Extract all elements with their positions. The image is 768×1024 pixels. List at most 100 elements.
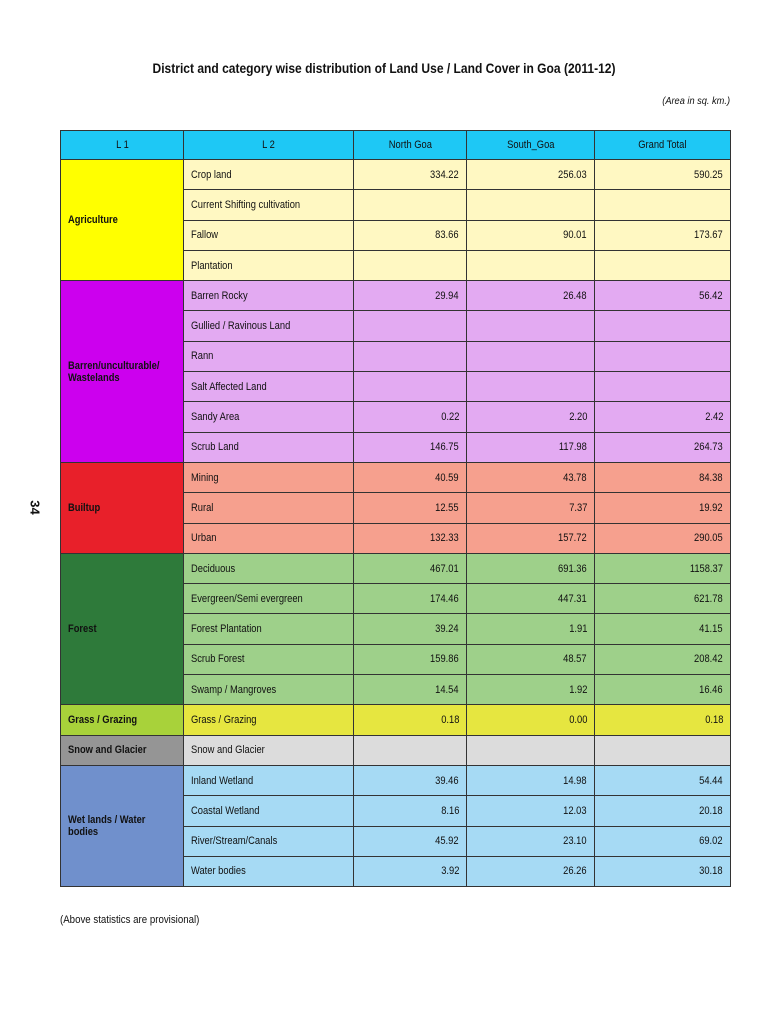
north-goa-cell: 14.54 — [353, 674, 467, 706]
l2-subcategory-cell: Scrub Land — [183, 431, 354, 463]
grand-total-cell: 208.42 — [594, 643, 731, 676]
south-goa-cell — [466, 734, 595, 766]
south-goa-cell: 256.03 — [466, 158, 595, 191]
table-row: Urban 132.33 157.72 290.05 — [61, 522, 731, 554]
l1-category-cell: Wet lands / Water bodies — [60, 764, 184, 888]
l2-subcategory-cell: Urban — [183, 522, 354, 554]
grand-total-cell: 590.25 — [594, 158, 731, 191]
table-row: Scrub Forest 159.86 48.57 208.42 — [61, 643, 731, 676]
l2-subcategory-cell: Coastal Wetland — [183, 795, 354, 827]
south-goa-cell: 43.78 — [466, 461, 595, 494]
grand-total-cell — [594, 249, 731, 282]
l2-subcategory-cell: Deciduous — [183, 552, 354, 585]
grand-total-cell: 30.18 — [594, 855, 731, 888]
table-row: Scrub Land 146.75 117.98 264.73 — [61, 431, 731, 463]
grand-total-cell: 69.02 — [594, 825, 731, 857]
l1-category-cell: Barren/unculturable/ Wastelands — [60, 280, 184, 463]
page-number: 34 — [27, 500, 43, 515]
l2-subcategory-cell: Barren Rocky — [183, 280, 354, 312]
grand-total-cell: 16.46 — [594, 674, 731, 706]
north-goa-cell — [353, 371, 467, 403]
grand-total-cell: 19.92 — [594, 492, 731, 524]
table-row: Agriculture Crop land 334.22 256.03 590.25 — [60, 158, 731, 282]
l2-subcategory-cell: Forest Plantation — [183, 613, 354, 645]
l2-subcategory-cell: Rann — [183, 340, 354, 373]
page-title: District and category wise distribution … — [152, 60, 616, 76]
l2-subcategory-cell: Plantation — [183, 249, 354, 282]
north-goa-cell — [353, 340, 467, 373]
grand-total-cell: 20.18 — [594, 795, 731, 827]
table-row: Fallow 83.66 90.01 173.67 — [61, 219, 731, 251]
north-goa-cell — [353, 734, 467, 766]
l1-category-cell: Snow and Glacier — [60, 734, 184, 766]
table-row: River/Stream/Canals 45.92 23.10 69.02 — [61, 825, 731, 857]
north-goa-cell: 39.24 — [353, 613, 467, 645]
south-goa-cell: 14.98 — [466, 764, 595, 797]
table-row: Current Shifting cultivation — [61, 189, 731, 221]
north-goa-cell — [353, 310, 467, 342]
grand-total-cell: 173.67 — [594, 219, 731, 251]
south-goa-cell: 157.72 — [466, 522, 595, 554]
south-goa-cell — [466, 371, 595, 403]
grand-total-cell: 0.18 — [594, 704, 731, 736]
table-row: Water bodies 3.92 26.26 30.18 — [61, 855, 731, 888]
table-row: Evergreen/Semi evergreen 174.46 447.31 621.… — [61, 583, 731, 615]
l2-subcategory-cell: Inland Wetland — [183, 764, 354, 797]
grand-total-cell: 2.42 — [594, 401, 731, 433]
column-header-l2: L 2 — [183, 130, 354, 160]
table-row: Salt Affected Land — [61, 371, 731, 403]
table-row: Grass / Grazing Grass / Grazing 0.18 0.00 0.… — [60, 704, 731, 736]
north-goa-cell: 12.55 — [353, 492, 467, 524]
south-goa-cell: 90.01 — [466, 219, 595, 251]
l2-subcategory-cell: Salt Affected Land — [183, 371, 354, 403]
l2-subcategory-cell: Snow and Glacier — [183, 734, 354, 766]
table-row: Rann — [61, 340, 731, 373]
l2-subcategory-cell: Water bodies — [183, 855, 354, 888]
table-header-row: L 1 L 2 North Goa South_Goa Grand Total — [60, 130, 731, 160]
south-goa-cell: 1.92 — [466, 674, 595, 706]
l2-subcategory-cell: Rural — [183, 492, 354, 524]
l2-subcategory-cell: River/Stream/Canals — [183, 825, 354, 857]
north-goa-cell: 159.86 — [353, 643, 467, 676]
south-goa-cell — [466, 340, 595, 373]
south-goa-cell — [466, 189, 595, 221]
column-header-l1: L 1 — [60, 130, 184, 160]
grand-total-cell: 41.15 — [594, 613, 731, 645]
l2-subcategory-cell: Crop land — [183, 158, 354, 191]
grand-total-cell — [594, 310, 731, 342]
table-row: Gullied / Ravinous Land — [61, 310, 731, 342]
north-goa-cell: 39.46 — [353, 764, 467, 797]
south-goa-cell: 0.00 — [466, 704, 595, 736]
l2-subcategory-cell: Swamp / Mangroves — [183, 674, 354, 706]
south-goa-cell: 691.36 — [466, 552, 595, 585]
south-goa-cell: 447.31 — [466, 583, 595, 615]
grand-total-cell: 84.38 — [594, 461, 731, 494]
south-goa-cell: 23.10 — [466, 825, 595, 857]
land-use-table: L 1 L 2 North Goa South_Goa Grand Total … — [60, 130, 731, 888]
column-header-grand-total: Grand Total — [594, 130, 731, 160]
table-row: Sandy Area 0.22 2.20 2.42 — [61, 401, 731, 433]
table-row: Barren/unculturable/ Wastelands Barren Ro… — [60, 280, 731, 463]
south-goa-cell: 48.57 — [466, 643, 595, 676]
column-header-south-goa: South_Goa — [466, 130, 595, 160]
grand-total-cell: 264.73 — [594, 431, 731, 463]
table-row: Builtup Mining 40.59 43.78 84.38 — [60, 461, 731, 554]
north-goa-cell: 467.01 — [353, 552, 467, 585]
l2-subcategory-cell: Grass / Grazing — [183, 704, 354, 736]
table-body: Agriculture Crop land 334.22 256.03 590.25 Cu… — [60, 158, 731, 888]
north-goa-cell: 8.16 — [353, 795, 467, 827]
north-goa-cell — [353, 249, 467, 282]
l2-subcategory-cell: Mining — [183, 461, 354, 494]
north-goa-cell: 132.33 — [353, 522, 467, 554]
north-goa-cell: 3.92 — [353, 855, 467, 888]
north-goa-cell — [353, 189, 467, 221]
l2-subcategory-cell: Sandy Area — [183, 401, 354, 433]
south-goa-cell: 2.20 — [466, 401, 595, 433]
l2-subcategory-cell: Scrub Forest — [183, 643, 354, 676]
north-goa-cell: 146.75 — [353, 431, 467, 463]
south-goa-cell: 117.98 — [466, 431, 595, 463]
table-row: Plantation — [61, 249, 731, 282]
south-goa-cell — [466, 310, 595, 342]
grand-total-cell: 56.42 — [594, 280, 731, 312]
l1-category-cell: Agriculture — [60, 158, 184, 282]
